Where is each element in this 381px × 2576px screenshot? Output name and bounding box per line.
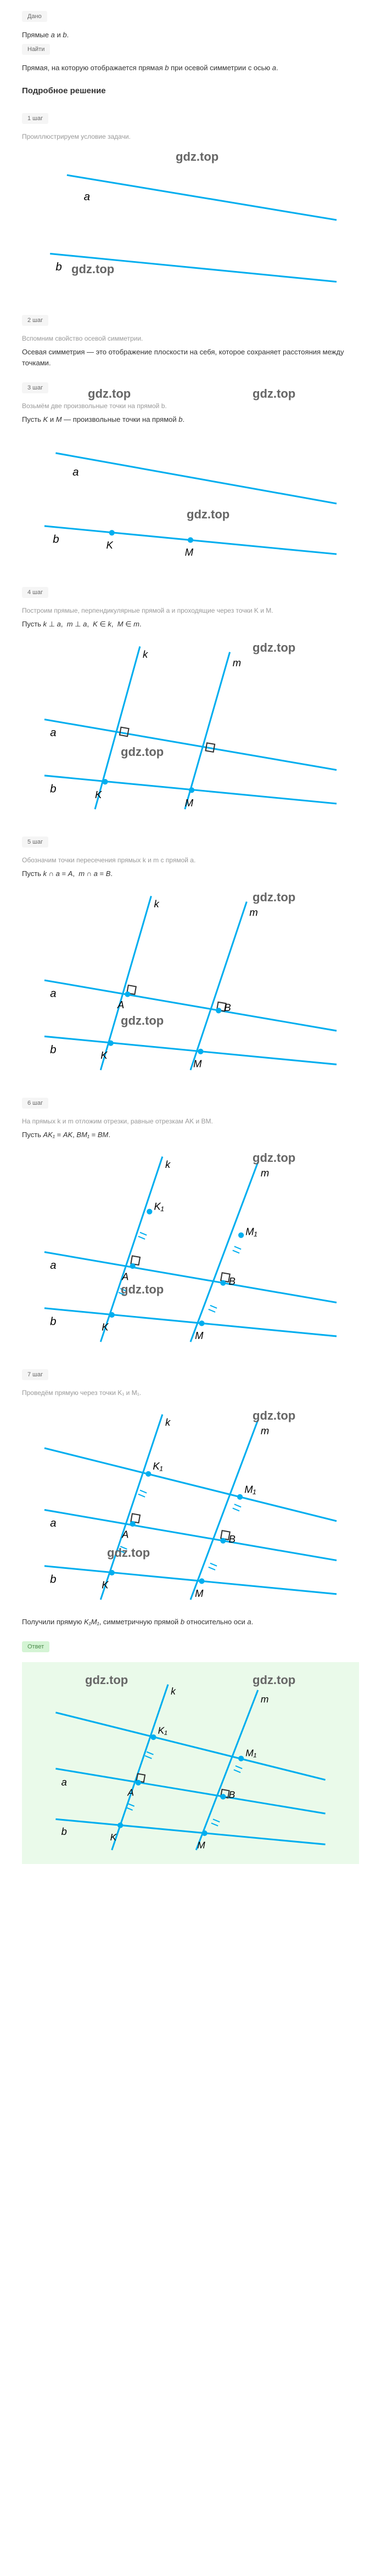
step1-text: Проиллюстрируем условие задачи. (22, 132, 359, 142)
step1-label: 1 шаг (22, 113, 48, 124)
step6-text2: Пусть AK₁ = AK, BM₁ = BM. (22, 1129, 359, 1140)
svg-text:A: A (117, 999, 124, 1010)
svg-text:k: k (143, 648, 148, 660)
figure-step7: gdz.top a b k m K₁ M₁ A B K M gdz.top (22, 1403, 359, 1605)
step3-text: Возьмём две произвольные точки на прямой… (22, 401, 359, 411)
step5-text: Обозначим точки пересечения прямых k и m… (22, 855, 359, 865)
svg-text:B: B (229, 1275, 236, 1287)
figure-step6: gdz.top a b k m K₁ M₁ A B K M gdz.top (22, 1145, 359, 1347)
step2-text: Вспомним свойство осевой симметрии. (22, 334, 359, 343)
svg-text:a: a (50, 726, 56, 739)
svg-text:a: a (50, 1517, 56, 1530)
svg-text:K₁: K₁ (153, 1460, 163, 1472)
svg-text:a: a (50, 1259, 56, 1272)
step5-text2: Пусть k ∩ a = A, m ∩ a = B. (22, 868, 359, 879)
svg-text:K: K (95, 788, 102, 800)
step3-text2: Пусть K и M — произвольные точки на прям… (22, 414, 359, 425)
svg-text:b: b (61, 1826, 67, 1837)
find-label: Найти (22, 44, 50, 55)
step6-label: 6 шаг (22, 1098, 48, 1109)
svg-text:K: K (102, 1579, 109, 1591)
svg-text:m: m (249, 906, 257, 918)
svg-text:m: m (233, 657, 241, 668)
svg-text:B: B (229, 1789, 236, 1800)
svg-text:M: M (185, 546, 194, 558)
figure-answer: gdz.top gdz.top a b k m K₁ M₁ A B K M (22, 1662, 359, 1864)
svg-text:K: K (100, 1049, 108, 1061)
svg-text:M: M (197, 1840, 205, 1851)
figure-step4: gdz.top a b k m K M gdz.top (22, 635, 359, 815)
svg-text:b: b (50, 1573, 56, 1586)
solution-title: Подробное решение (22, 86, 359, 95)
svg-text:k: k (171, 1686, 176, 1697)
svg-text:b: b (53, 533, 59, 545)
step4-label: 4 шаг (22, 587, 48, 598)
watermark: gdz.top (88, 387, 131, 401)
svg-text:M₁: M₁ (244, 1484, 256, 1495)
watermark: gdz.top (253, 387, 295, 401)
step3-label: 3 шаг (22, 382, 48, 393)
step2-text2: Осевая симметрия — это отображение плоск… (22, 347, 359, 368)
svg-text:K: K (110, 1832, 117, 1843)
label-a: a (84, 190, 90, 203)
svg-text:M₁: M₁ (245, 1748, 256, 1759)
svg-text:M: M (193, 1058, 202, 1069)
svg-text:m: m (261, 1167, 269, 1178)
find-text: Прямая, на которую отображается прямая b… (22, 63, 359, 74)
step5-label: 5 шаг (22, 837, 48, 848)
svg-text:K₁: K₁ (158, 1725, 168, 1736)
svg-text:a: a (61, 1776, 67, 1788)
svg-text:a: a (72, 465, 79, 478)
svg-text:K₁: K₁ (154, 1201, 164, 1212)
label-b: b (55, 261, 61, 273)
svg-text:a: a (50, 987, 56, 999)
step6-text: На прямых k и m отложим отрезки, равные … (22, 1116, 359, 1126)
svg-text:A: A (121, 1271, 128, 1283)
svg-text:b: b (50, 1043, 56, 1056)
svg-text:m: m (261, 1694, 268, 1705)
svg-text:m: m (261, 1425, 269, 1437)
svg-text:K: K (107, 539, 114, 550)
svg-text:b: b (50, 782, 56, 795)
conclusion: Получили прямую K₁M₁, симметричную прямо… (22, 1617, 359, 1628)
svg-text:k: k (165, 1416, 171, 1428)
figure-step5: gdz.top a b k m A B K M gdz.top (22, 885, 359, 1076)
figure-step3: a b K M gdz.top (22, 431, 359, 566)
step7-label: 7 шаг (22, 1369, 48, 1380)
svg-text:B: B (224, 1002, 231, 1013)
step7-text: Проведём прямую через точки K₁ и M₁. (22, 1388, 359, 1398)
svg-text:A: A (121, 1529, 128, 1540)
svg-text:b: b (50, 1315, 56, 1327)
step4-text2: Пусть k ⊥ a, m ⊥ a, K ∈ k, M ∈ m. (22, 619, 359, 630)
svg-text:M: M (195, 1588, 204, 1599)
given-label: Дано (22, 11, 47, 22)
step4-text: Построим прямые, перпендикулярные прямой… (22, 606, 359, 615)
answer-label: Ответ (22, 1641, 49, 1652)
svg-text:K: K (102, 1321, 109, 1333)
svg-text:k: k (165, 1159, 171, 1170)
svg-text:A: A (127, 1787, 134, 1798)
svg-text:M₁: M₁ (245, 1226, 257, 1238)
svg-text:M: M (195, 1330, 204, 1341)
svg-text:M: M (185, 797, 194, 809)
step2-label: 2 шаг (22, 315, 48, 326)
svg-text:B: B (229, 1533, 236, 1545)
figure-step1: gdz.top a b gdz.top (22, 147, 359, 293)
given-text: Прямые a и b. (22, 30, 359, 41)
svg-text:k: k (154, 898, 159, 909)
